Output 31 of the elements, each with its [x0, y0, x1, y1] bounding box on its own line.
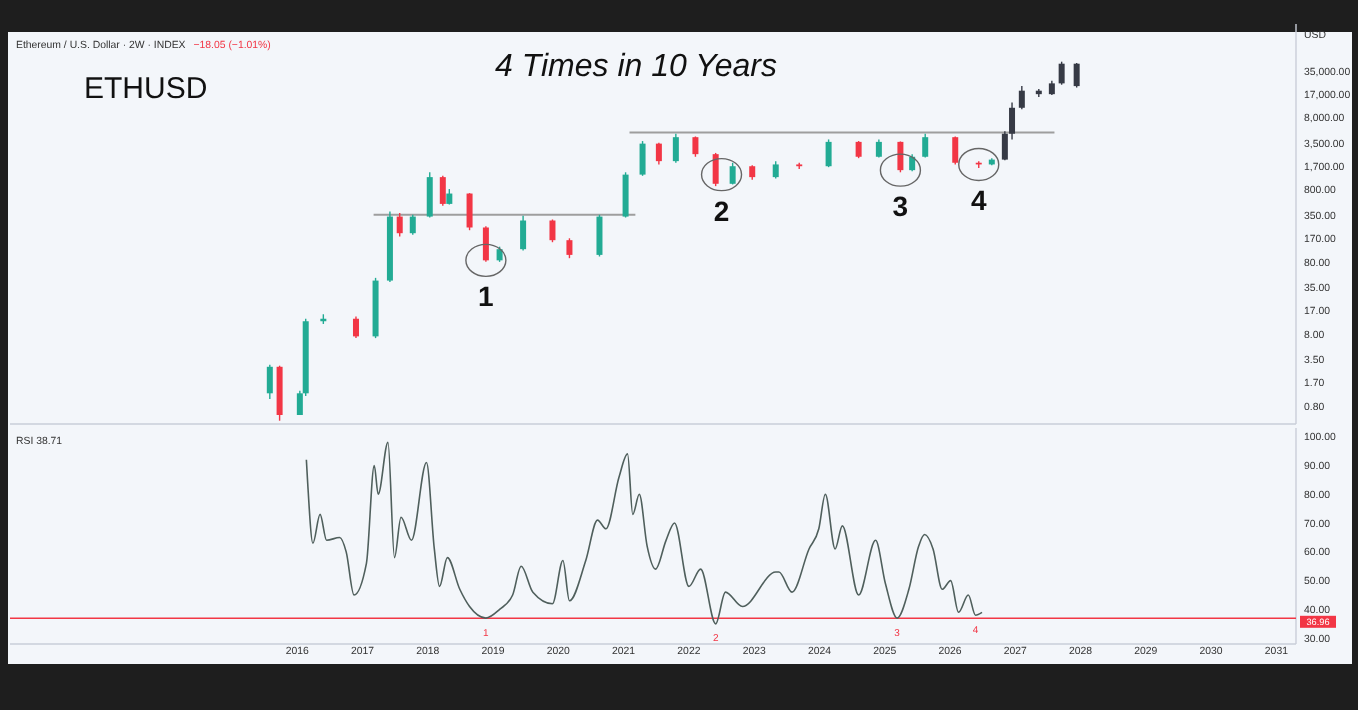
candlestick — [466, 192, 473, 231]
candlestick — [549, 218, 556, 243]
candlestick — [1058, 60, 1065, 86]
candlestick — [426, 171, 433, 219]
candlestick — [1018, 85, 1025, 110]
candlestick — [825, 138, 832, 168]
candlestick — [566, 237, 573, 259]
candlestick — [692, 135, 699, 158]
candlestick — [439, 175, 446, 207]
text: 4 Times in 10 Years — [495, 50, 777, 84]
candlestick — [1073, 62, 1080, 89]
annotation: 3 — [892, 190, 909, 223]
candlestick — [897, 140, 904, 173]
annotation: 2 — [713, 194, 730, 227]
candlestick — [352, 315, 359, 339]
line-series — [305, 441, 983, 625]
candlestick — [655, 142, 662, 166]
candlestick — [596, 214, 603, 258]
candlestick — [672, 133, 679, 164]
annotation: 4 — [970, 184, 987, 217]
candlestick — [712, 152, 719, 187]
candlestick — [952, 135, 959, 166]
candlestick — [639, 140, 646, 177]
candlestick — [396, 212, 403, 238]
candlestick — [520, 214, 527, 252]
candlestick — [266, 363, 273, 400]
candlestick — [482, 225, 489, 263]
text: ETHUSD — [84, 72, 208, 106]
candlestick — [409, 214, 416, 236]
annotation: 1 — [478, 280, 495, 313]
candlestick — [622, 171, 629, 219]
